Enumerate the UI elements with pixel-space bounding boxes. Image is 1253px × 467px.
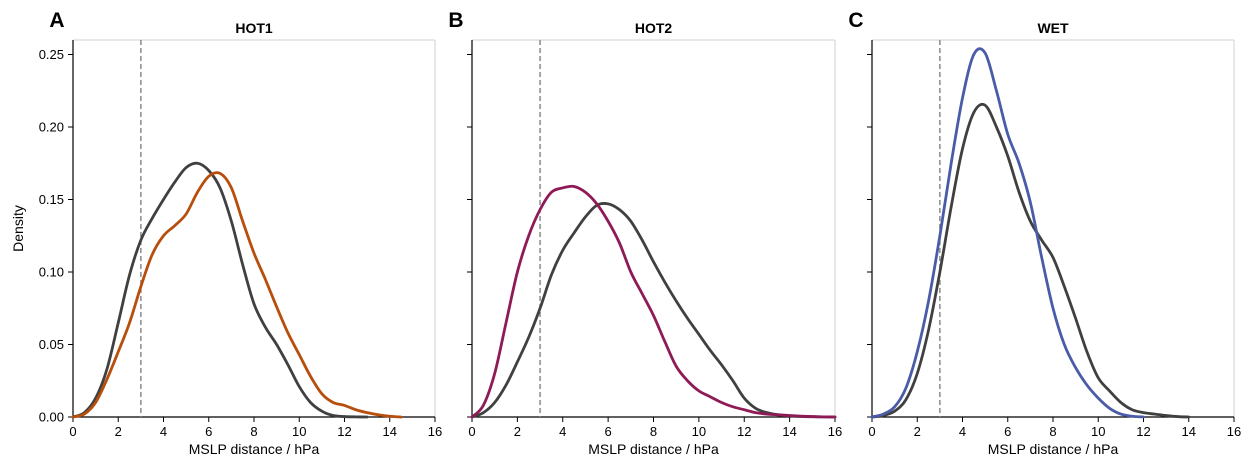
series-line-2 bbox=[870, 47, 1145, 419]
x-tick-label: 6 bbox=[1004, 424, 1011, 439]
x-tick-label: 8 bbox=[1049, 424, 1056, 439]
x-tick-label: 14 bbox=[1182, 424, 1196, 439]
x-axis-label: MSLP distance / hPa bbox=[189, 441, 320, 457]
y-tick-label: 0.10 bbox=[39, 265, 64, 280]
x-tick-label: 12 bbox=[337, 424, 351, 439]
y-tick-label: 0.15 bbox=[39, 192, 64, 207]
x-tick-label: 12 bbox=[737, 424, 751, 439]
x-tick-label: 12 bbox=[1136, 424, 1150, 439]
panel-a: 0 2 4 6 8 10 12 14 16 0.00 0.05 0.10 0.15 0.20 0.25 A HO… bbox=[10, 9, 442, 457]
series-line-2 bbox=[470, 184, 837, 419]
x-tick-label: 6 bbox=[205, 424, 212, 439]
panel-title: HOT2 bbox=[635, 20, 673, 36]
panel-b: 0 2 4 6 8 10 12 14 16 B HOT2 MSLP distance / hPa bbox=[448, 9, 842, 457]
panel-title: WET bbox=[1037, 20, 1069, 36]
x-axis-label: MSLP distance / hPa bbox=[988, 441, 1119, 457]
x-axis-label: MSLP distance / hPa bbox=[588, 441, 719, 457]
x-tick-label: 10 bbox=[1091, 424, 1105, 439]
series-line-2 bbox=[71, 171, 403, 419]
panel-letter: B bbox=[448, 9, 463, 32]
panel-letter: A bbox=[49, 9, 64, 32]
y-tick-label: 0.25 bbox=[39, 47, 64, 62]
y-tick-label: 0.05 bbox=[39, 337, 64, 352]
x-tick-label: 16 bbox=[1227, 424, 1241, 439]
x-tick-label: 0 bbox=[868, 424, 875, 439]
y-tick-label: 0.20 bbox=[39, 120, 64, 135]
x-tick-label: 0 bbox=[69, 424, 76, 439]
panel-c: 0 2 4 6 8 10 12 14 16 C WET MSLP distance / hPa bbox=[848, 9, 1241, 457]
x-tick-label: 6 bbox=[605, 424, 612, 439]
x-tick-label: 8 bbox=[650, 424, 657, 439]
series-line-1 bbox=[470, 202, 837, 419]
series-line-1 bbox=[71, 161, 369, 419]
y-axis-label: Density bbox=[10, 205, 26, 252]
panel-letter: C bbox=[848, 9, 863, 32]
x-tick-label: 8 bbox=[250, 424, 257, 439]
x-tick-label: 16 bbox=[828, 424, 842, 439]
x-tick-label: 16 bbox=[428, 424, 442, 439]
x-tick-label: 2 bbox=[914, 424, 921, 439]
x-tick-label: 4 bbox=[959, 424, 966, 439]
x-tick-label: 14 bbox=[782, 424, 796, 439]
panel-title: HOT1 bbox=[235, 20, 273, 36]
x-tick-label: 10 bbox=[692, 424, 706, 439]
x-tick-label: 2 bbox=[514, 424, 521, 439]
series-line-1 bbox=[870, 102, 1191, 419]
x-tick-label: 10 bbox=[292, 424, 306, 439]
x-tick-label: 4 bbox=[559, 424, 566, 439]
x-tick-label: 0 bbox=[468, 424, 475, 439]
x-tick-label: 14 bbox=[383, 424, 397, 439]
y-tick-label: 0.00 bbox=[39, 410, 64, 425]
x-tick-label: 2 bbox=[115, 424, 122, 439]
x-tick-label: 4 bbox=[160, 424, 167, 439]
